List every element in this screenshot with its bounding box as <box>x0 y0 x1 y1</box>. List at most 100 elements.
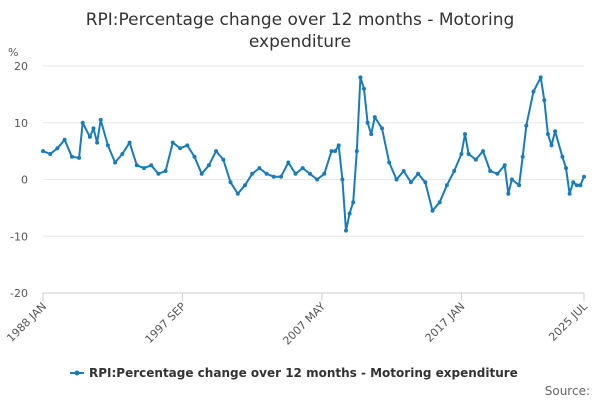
data-point[interactable] <box>354 149 359 154</box>
data-point[interactable] <box>517 183 522 188</box>
data-point[interactable] <box>380 126 384 131</box>
data-point[interactable] <box>365 120 370 125</box>
data-point[interactable] <box>459 152 464 156</box>
data-point[interactable] <box>271 174 276 179</box>
data-point[interactable] <box>48 152 53 156</box>
data-point[interactable] <box>542 98 547 103</box>
data-point[interactable] <box>416 171 421 176</box>
y-axis-ticks: 20 10 0 -10 -20 <box>10 60 28 300</box>
data-point[interactable] <box>372 115 377 120</box>
data-point[interactable] <box>358 75 363 80</box>
data-point[interactable] <box>473 157 478 162</box>
data-point[interactable] <box>430 208 435 213</box>
data-point[interactable] <box>509 177 514 182</box>
data-point[interactable] <box>250 171 255 176</box>
data-point[interactable] <box>538 75 543 80</box>
data-point[interactable] <box>344 228 348 233</box>
data-point[interactable] <box>55 146 60 151</box>
data-point[interactable] <box>567 191 572 196</box>
y-axis-unit-label: % <box>8 46 18 59</box>
data-point[interactable] <box>257 166 262 171</box>
data-point[interactable] <box>214 149 219 154</box>
source-label: Source: <box>545 384 590 398</box>
data-point[interactable] <box>524 123 529 128</box>
data-point[interactable] <box>369 132 374 137</box>
data-point[interactable] <box>134 163 139 168</box>
data-point[interactable] <box>574 183 579 188</box>
data-point[interactable] <box>95 140 100 145</box>
data-point[interactable] <box>549 143 554 148</box>
data-point[interactable] <box>120 152 125 156</box>
data-point[interactable] <box>315 177 320 182</box>
data-point[interactable] <box>185 143 190 148</box>
data-point[interactable] <box>206 163 211 168</box>
data-point[interactable] <box>286 160 291 165</box>
data-point[interactable] <box>582 174 586 179</box>
data-point[interactable] <box>463 132 467 137</box>
data-point[interactable] <box>80 120 85 125</box>
data-point[interactable] <box>333 149 338 154</box>
data-point[interactable] <box>560 154 565 159</box>
data-point[interactable] <box>394 177 399 182</box>
data-point[interactable] <box>235 191 240 196</box>
data-point[interactable] <box>178 146 183 151</box>
data-point[interactable] <box>520 154 525 159</box>
data-point[interactable] <box>142 166 146 171</box>
data-point[interactable] <box>300 166 305 171</box>
data-point[interactable] <box>279 174 283 179</box>
legend[interactable]: RPI:Percentage change over 12 months - M… <box>70 366 518 380</box>
data-point[interactable] <box>347 211 352 216</box>
data-point[interactable] <box>340 177 345 182</box>
data-point[interactable] <box>113 160 118 165</box>
data-point[interactable] <box>578 183 583 188</box>
data-point[interactable] <box>307 171 312 176</box>
data-point[interactable] <box>62 137 67 142</box>
data-point[interactable] <box>553 129 558 134</box>
data-point[interactable] <box>351 200 356 205</box>
data-point[interactable] <box>531 89 536 94</box>
data-point[interactable] <box>163 169 168 173</box>
data-point[interactable] <box>423 180 428 185</box>
data-point[interactable] <box>91 126 96 131</box>
data-point[interactable] <box>221 157 226 162</box>
data-point[interactable] <box>170 140 175 145</box>
data-point[interactable] <box>401 169 406 173</box>
data-point[interactable] <box>481 149 485 154</box>
data-point[interactable] <box>69 154 74 159</box>
data-point[interactable] <box>156 171 161 176</box>
data-point[interactable] <box>329 149 334 154</box>
data-point[interactable] <box>466 152 471 156</box>
data-point[interactable] <box>362 86 366 91</box>
data-point[interactable] <box>571 180 576 185</box>
data-point[interactable] <box>545 132 550 137</box>
data-point[interactable] <box>408 180 413 185</box>
data-point[interactable] <box>243 183 247 188</box>
data-point[interactable] <box>87 134 92 139</box>
x-tick-label: 2017 JAN <box>423 300 468 345</box>
data-point[interactable] <box>488 169 493 173</box>
data-point[interactable] <box>264 171 269 176</box>
data-point[interactable] <box>98 117 103 122</box>
x-tick-label: 1997 SEP <box>143 300 189 346</box>
data-point[interactable] <box>105 143 110 148</box>
data-point[interactable] <box>127 140 132 145</box>
data-point[interactable] <box>293 171 298 176</box>
data-point[interactable] <box>452 169 457 173</box>
chart-title-line: RPI:Percentage change over 12 months - M… <box>86 10 515 30</box>
data-point[interactable] <box>228 180 233 185</box>
data-point[interactable] <box>502 163 507 168</box>
data-point[interactable] <box>192 154 197 159</box>
x-axis: 1988 JAN 1997 SEP 2007 MAY 2017 JAN 2025 JUL <box>4 292 591 348</box>
data-point[interactable] <box>437 200 442 205</box>
data-point[interactable] <box>41 149 45 154</box>
data-point[interactable] <box>77 155 82 160</box>
data-point[interactable] <box>444 183 449 188</box>
data-point[interactable] <box>495 171 500 176</box>
data-point[interactable] <box>564 166 568 171</box>
data-point[interactable] <box>387 160 392 165</box>
data-point[interactable] <box>149 163 154 168</box>
data-point[interactable] <box>336 143 341 148</box>
data-point[interactable] <box>322 171 327 176</box>
data-point[interactable] <box>199 171 204 176</box>
data-point[interactable] <box>506 191 511 196</box>
